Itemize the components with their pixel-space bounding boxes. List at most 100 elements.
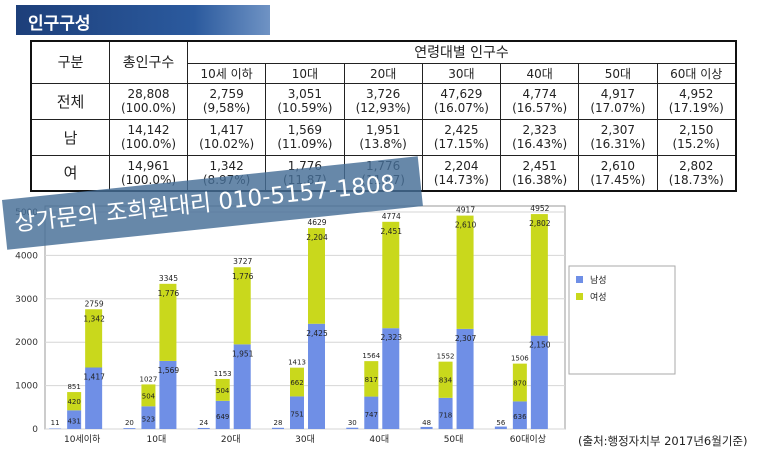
header-age-0: 10세 이하 — [186, 62, 267, 84]
data-label: 747 — [365, 411, 378, 419]
table-row: 전체 28,808 (100.0%) 2,759 (9,58%) 3,051 (10.59%… — [30, 82, 737, 120]
data-label: 28 — [274, 419, 283, 427]
x-tick-label: 50대 — [444, 434, 464, 445]
x-tick-label: 60대이상 — [510, 434, 546, 445]
header-age-3: 30대 — [421, 62, 502, 84]
bar-small — [272, 427, 284, 429]
x-tick-label: 10대 — [147, 434, 167, 445]
x-tick-label: 40대 — [369, 434, 389, 445]
legend-swatch-male — [576, 276, 583, 283]
bar-low-female — [364, 361, 379, 397]
x-tick-label: 30대 — [295, 434, 315, 445]
data-label: 504 — [216, 387, 230, 395]
y-tick-label: 3000 — [15, 295, 38, 305]
data-label: 817 — [365, 376, 378, 384]
data-label: 20 — [125, 419, 134, 427]
age-cell: 2,307 (16.31%) — [578, 118, 658, 156]
age-cell: 2,204 (14.73%) — [421, 154, 502, 192]
data-label: 1,776 — [158, 289, 180, 298]
data-label: 870 — [513, 380, 526, 388]
data-label: 2,425 — [306, 329, 328, 338]
age-cell: 2,759 (9,58%) — [186, 82, 267, 120]
row-label: 여 — [30, 154, 110, 192]
legend-label-female: 여성 — [590, 291, 607, 303]
data-label: 420 — [67, 398, 80, 406]
bar-low-female — [215, 378, 230, 401]
bar-low-female — [290, 367, 304, 397]
data-label: 3345 — [159, 274, 178, 283]
bar-low-female — [512, 363, 527, 402]
data-label: 751 — [290, 411, 303, 419]
data-label: 1564 — [362, 352, 380, 360]
data-label: 1506 — [511, 355, 529, 363]
bar-low-male — [438, 397, 453, 429]
data-label: 2759 — [85, 299, 104, 308]
data-label: 834 — [439, 377, 453, 385]
data-label: 11 — [51, 419, 60, 427]
x-tick-label: 10세이하 — [64, 434, 101, 445]
age-cell: 4,952 (17.19%) — [656, 82, 737, 120]
data-label: 504 — [142, 392, 156, 400]
bar-low-female — [438, 361, 453, 398]
bar-low-male — [67, 410, 82, 429]
bar-male — [85, 367, 103, 429]
bar-male — [530, 335, 548, 429]
bar-female — [308, 228, 325, 324]
x-tick-label: 20대 — [221, 434, 241, 445]
data-label: 2,323 — [381, 333, 403, 342]
header-age-group: 연령대별 인구수 — [187, 40, 737, 64]
data-label: 30 — [348, 419, 357, 427]
section-title: 인구구성 — [28, 14, 91, 34]
bar-small — [494, 426, 507, 429]
y-tick-label: 4000 — [15, 251, 38, 261]
data-label: 3727 — [233, 257, 252, 266]
data-label: 523 — [142, 416, 155, 424]
data-label: 431 — [67, 418, 80, 426]
bar-male — [308, 323, 325, 429]
bar-low-male — [215, 400, 230, 429]
bar-female — [456, 215, 474, 329]
data-label: 4917 — [456, 206, 475, 215]
source-note: (출처:행정자치부 2017년6월기준) — [578, 434, 748, 448]
population-bar-chart: 01000200030004000500010세이하114314208511,4… — [15, 204, 676, 445]
bar-small — [197, 427, 210, 429]
data-label: 56 — [496, 419, 505, 427]
row-label: 전체 — [30, 82, 110, 120]
data-label: 718 — [439, 411, 452, 419]
bar-female — [159, 283, 177, 361]
data-label: 1,417 — [83, 373, 105, 382]
header-gubun: 구분 — [30, 40, 110, 84]
age-cell: 2,451 (16.38%) — [499, 154, 580, 192]
bar-female — [85, 309, 103, 368]
data-label: 2,307 — [455, 334, 477, 343]
data-label: 4952 — [530, 204, 549, 213]
total-cell: 28,808 (100.0%) — [109, 82, 188, 120]
bar-low-female — [67, 392, 82, 411]
age-cell: 2,150 (15.2%) — [656, 118, 737, 156]
data-label: 2,451 — [381, 227, 403, 236]
data-label: 2,204 — [306, 233, 328, 242]
bar-low-male — [290, 396, 304, 429]
age-cell: 3,726 (12,93%) — [343, 82, 423, 120]
bar-male — [382, 328, 400, 429]
y-tick-label: 0 — [32, 425, 38, 435]
population-table: 구분 총인구수 연령대별 인구수 10세 이하 10대 20대 30대 40대 50대 60… — [30, 40, 737, 192]
row-label: 남 — [30, 118, 110, 156]
data-label: 636 — [513, 413, 527, 421]
data-label: 24 — [199, 419, 208, 427]
header-age-6: 60대 이상 — [656, 62, 737, 84]
data-label: 851 — [67, 383, 80, 391]
bar-low-male — [512, 401, 527, 429]
legend-swatch-female — [576, 293, 583, 300]
bar-small — [346, 427, 359, 429]
age-cell: 1,417 (10.02%) — [186, 118, 267, 156]
header-total: 총인구수 — [109, 40, 188, 84]
bar-female — [233, 267, 251, 345]
bar-low-female — [141, 384, 156, 407]
bar-female — [382, 221, 400, 329]
age-cell: 2,610 (17.45%) — [578, 154, 658, 192]
age-cell: 3,051 (10.59%) — [265, 82, 345, 120]
legend-label-male: 남성 — [590, 275, 607, 286]
bar-male — [456, 328, 474, 429]
data-label: 1027 — [140, 375, 158, 383]
